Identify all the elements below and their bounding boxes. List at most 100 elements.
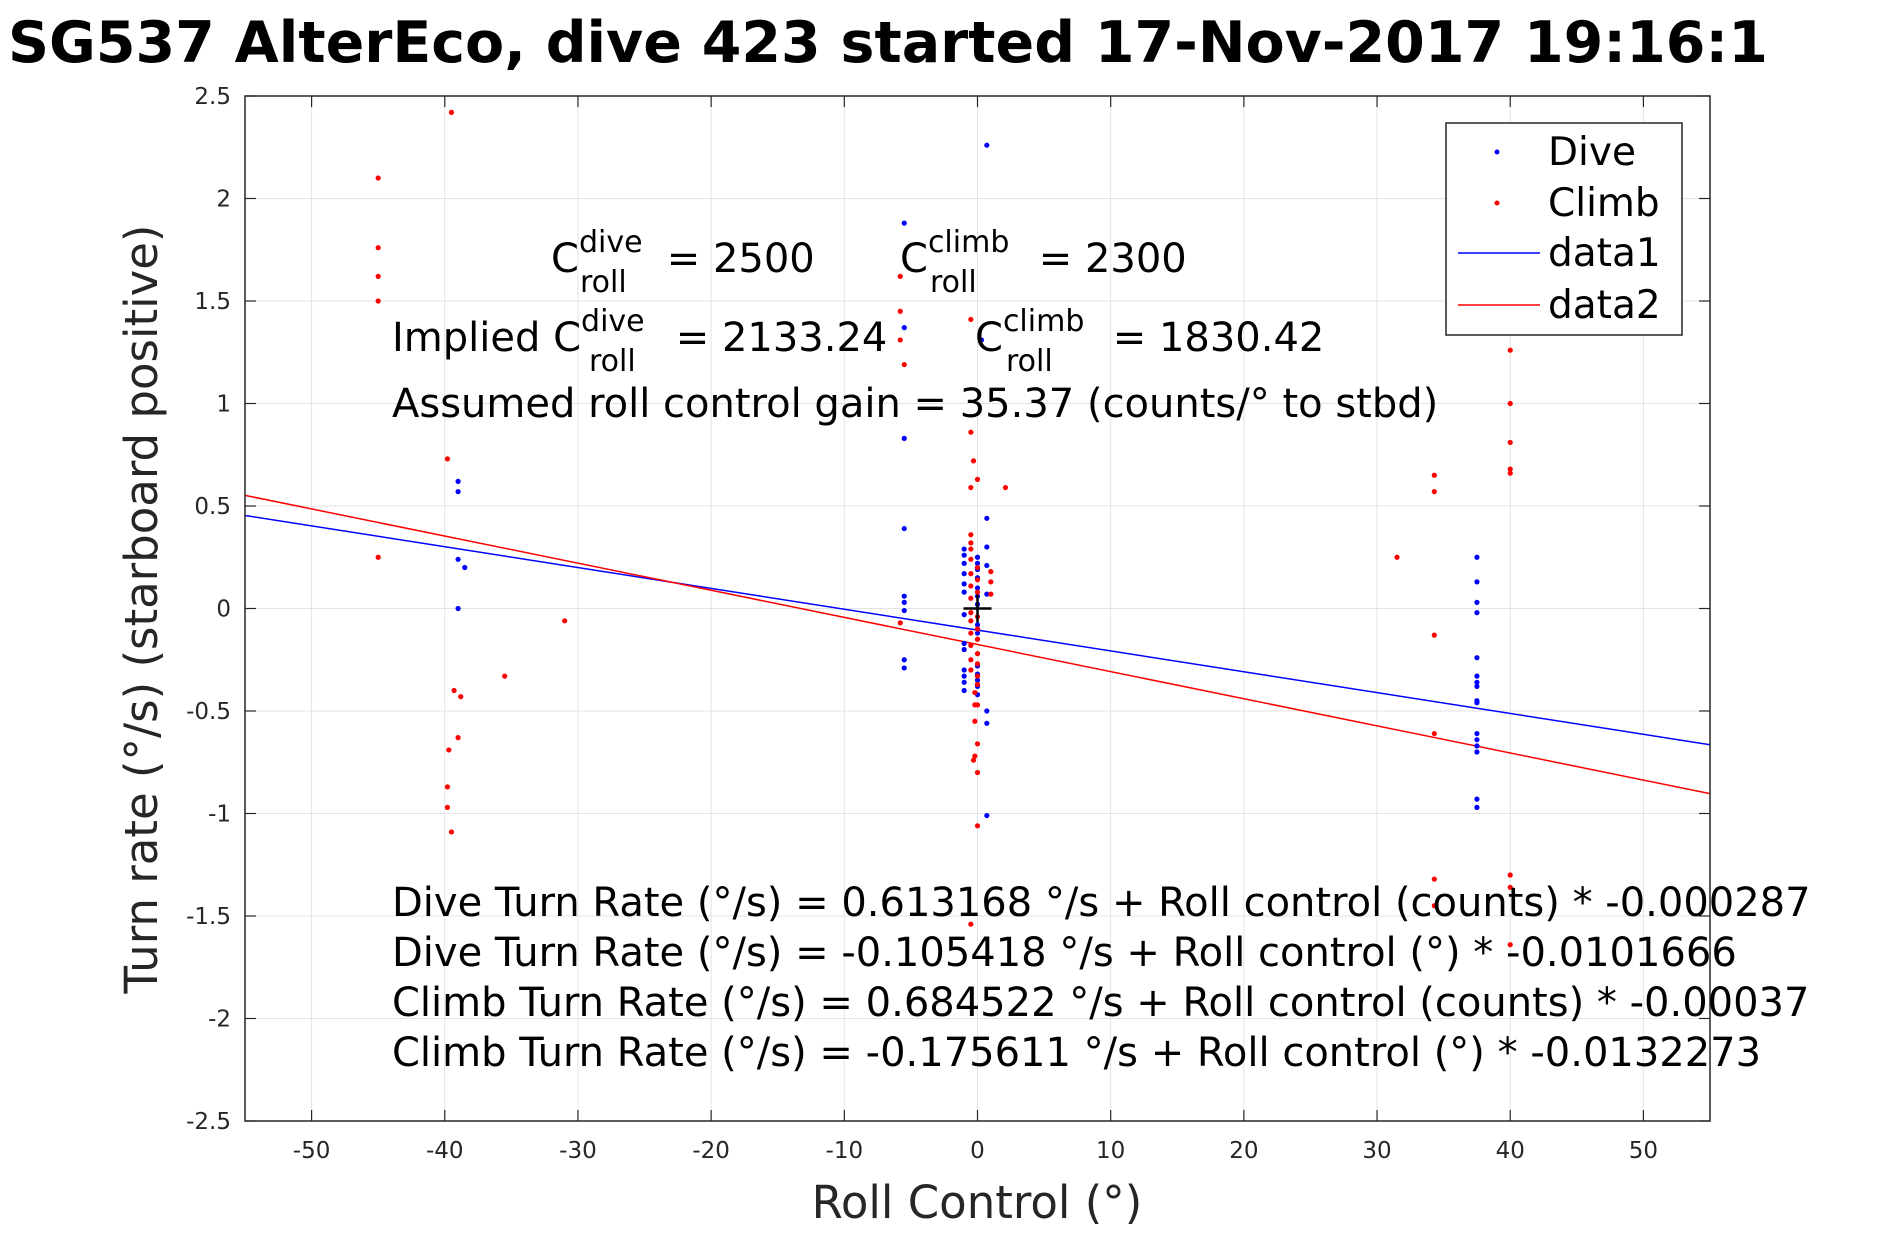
implied-climb-sup: climb [1003,304,1084,339]
y-tick-label: 0.5 [194,494,231,520]
x-tick-label: -40 [426,1138,464,1164]
climb-point [448,109,455,115]
c-roll-dive-annotation: Cdive roll = 2500 [551,225,815,300]
dive-point [961,667,967,673]
legend: Dive Climb data1 data2 [1445,122,1683,336]
legend-dive-label: Dive [1548,130,1636,175]
climb-point [458,694,464,700]
dive-point [961,612,967,618]
x-tick-labels: -50 -40 -30 -20 -10 0 10 20 30 40 50 [293,1138,1658,1164]
dive-point [974,622,981,628]
dive-point [1474,554,1480,560]
climb-point [1431,489,1437,495]
legend-box [1445,122,1683,336]
climb-point [897,273,903,279]
dive-point [961,560,967,567]
dive-point [901,657,907,663]
x-tick-label: 40 [1496,1138,1525,1164]
climb-point [1431,903,1437,909]
climb-point [448,829,455,835]
x-axis-label: Roll Control (°) [812,1176,1143,1229]
climb-point [446,747,452,753]
dive-point [984,142,990,148]
y-tick-label: 1 [216,392,231,418]
c-roll-climb-sup: climb [928,225,1009,260]
dive-point [978,337,985,343]
dive-point [961,589,967,595]
dive-point [901,607,907,614]
implied-dive-sub: roll [589,344,636,379]
climb-point [974,564,981,571]
climb-point [988,579,994,585]
x-tick-label: -10 [826,1138,864,1164]
dive-point [455,478,461,484]
legend-data2-label: data2 [1548,283,1661,328]
climb-point [444,804,451,810]
dive-point [974,560,981,567]
dive-point [961,679,967,685]
y-axis-label: Turn rate (°/s) (starboard positive) [115,225,168,995]
climb-point [502,673,508,679]
dive-point [961,546,967,552]
climb-point [968,642,974,649]
dive-point [961,640,967,646]
dive-point [961,552,967,558]
dive-point [1474,749,1480,755]
climb-point [972,718,978,724]
climb-point [1507,400,1513,407]
x-tick-label: 30 [1362,1138,1391,1164]
y-tick-label: -2 [208,1007,231,1033]
dive-point [1474,796,1480,802]
dive-point [1474,730,1480,737]
climb-point [968,316,974,323]
legend-climb-label: Climb [1548,181,1660,226]
climb-point [968,429,974,435]
x-tick-label: 0 [970,1138,985,1164]
implied-climb-sub: roll [1006,344,1053,379]
dive-point [1474,804,1480,810]
climb-point [968,546,974,552]
dive-point [455,605,461,612]
c-roll-climb-value: = 2300 [1026,236,1187,282]
climb-point [974,823,981,829]
x-tick-label: 20 [1229,1138,1258,1164]
dive-point [1474,599,1480,605]
climb-point [375,175,381,181]
roll-gain-annotation: Assumed roll control gain = 35.37 (count… [392,381,1438,427]
fit-equation-4: Climb Turn Rate (°/s) = -0.175611 °/s + … [392,1030,1761,1076]
climb-point [455,735,461,741]
climb-point [968,921,974,927]
y-tick-label: -0.5 [186,699,231,725]
dive-point [1474,737,1480,743]
climb-point [974,636,981,642]
climb-point [1394,554,1400,560]
climb-point [1507,466,1513,472]
climb-point [375,554,381,560]
y-tick-label: -1 [208,802,231,828]
axes [244,95,1711,1122]
dive-point [1474,743,1480,749]
climb-point [562,618,568,624]
climb-point [974,741,981,747]
climb-point [968,556,974,562]
dive-point [984,720,990,726]
implied-climb-annotation: Cclimb roll = 1830.42 [975,304,1324,379]
y-tick-label: 2 [216,187,231,213]
dive-point [974,554,981,560]
dive-point [961,687,967,694]
climb-point [972,753,978,759]
y-tick-label: -2.5 [186,1109,231,1135]
fit-equation-2: Dive Turn Rate (°/s) = -0.105418 °/s + R… [392,930,1737,976]
dive-point [462,564,468,571]
climb-point [968,540,974,546]
climb-point [974,626,981,632]
implied-dive-prefix: Implied C [392,315,581,361]
legend-climb-marker [1494,200,1500,206]
dive-point [455,556,461,562]
c-roll-dive-sup: dive [579,225,643,260]
climb-point [451,687,457,694]
dive-point [974,677,981,683]
climb-point [1002,484,1009,491]
x-tick-label: -50 [293,1138,331,1164]
climb-point [897,620,903,626]
